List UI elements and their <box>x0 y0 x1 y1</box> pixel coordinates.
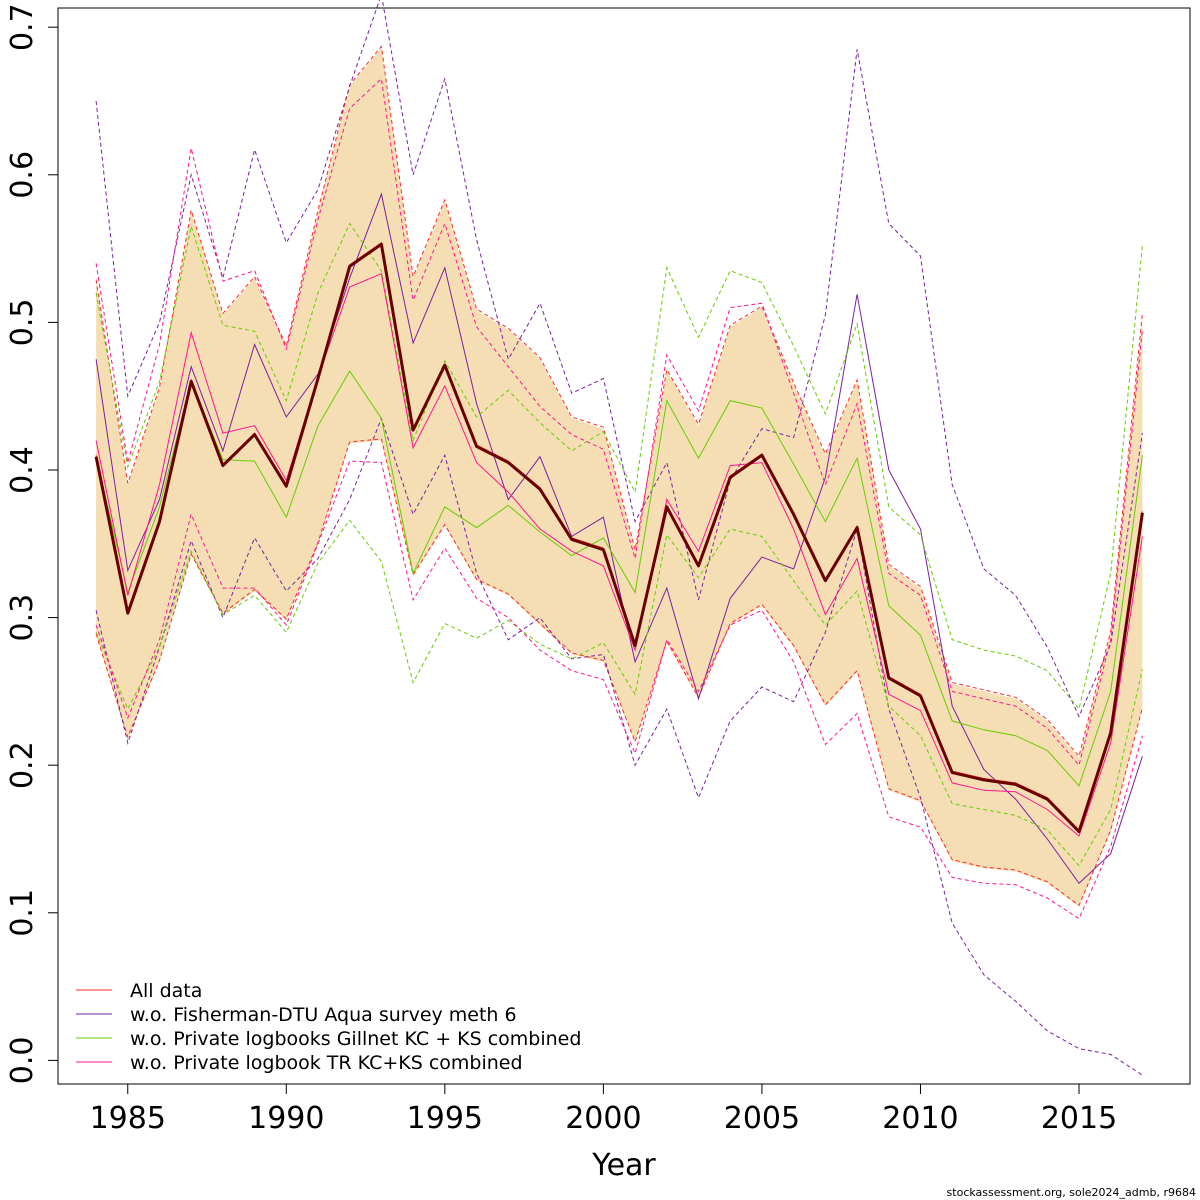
y-tick-label: 0.0 <box>5 1037 40 1085</box>
confidence-band <box>96 47 1143 907</box>
y-tick-label: 0.1 <box>5 889 40 937</box>
main-estimate-line <box>94 242 1144 834</box>
series-4 <box>95 77 1143 920</box>
y-tick-label: 0.6 <box>5 151 40 199</box>
legend-label: w.o. Fisherman-DTU Aqua survey meth 6 <box>130 1004 517 1026</box>
y-tick-label: 0.2 <box>5 741 40 789</box>
footnote: stockassessment.org, sole2024_admb, r968… <box>947 1186 1196 1199</box>
y-tick-label: 0.3 <box>5 594 40 642</box>
series-layer <box>94 0 1144 1076</box>
series-3-upper-line <box>95 222 1143 711</box>
x-tick-label: 2005 <box>724 1101 800 1136</box>
x-tick-label: 2010 <box>882 1101 958 1136</box>
series-3 <box>95 222 1143 867</box>
series-1-upper-line <box>95 45 1143 758</box>
legend-item: w.o. Fisherman-DTU Aqua survey meth 6 <box>76 1004 517 1026</box>
series-2-lower-line <box>95 416 1143 1076</box>
legend-item: All data <box>76 980 202 1002</box>
x-tick-label: 1985 <box>90 1101 166 1136</box>
x-axis-title: Year <box>591 1148 656 1183</box>
plot-frame <box>57 7 1191 1085</box>
series-4-line <box>95 272 1143 837</box>
series-2 <box>95 0 1143 1076</box>
x-tick-label: 2000 <box>565 1101 641 1136</box>
y-axis: 0.0 0.1 0.2 0.3 0.4 0.5 0.6 0.7 <box>5 3 58 1084</box>
x-tick-label: 1995 <box>407 1101 483 1136</box>
series-4-lower-line <box>95 460 1143 920</box>
y-tick-label: 0.7 <box>5 3 40 51</box>
series-3-line <box>95 370 1143 787</box>
legend-label: w.o. Private logbooks Gillnet KC + KS co… <box>130 1028 581 1050</box>
x-tick-label: 1990 <box>248 1101 324 1136</box>
legend-label: All data <box>130 980 202 1002</box>
x-tick-label: 2015 <box>1041 1101 1117 1136</box>
legend-label: w.o. Private logbook TR KC+KS combined <box>130 1052 523 1074</box>
series-4-upper-line <box>95 77 1143 767</box>
confidence-band-layer <box>96 47 1143 907</box>
y-tick-label: 0.5 <box>5 299 40 347</box>
series-1-lower-line <box>95 438 1143 907</box>
x-axis: 1985 1990 1995 2000 2005 2010 2015 <box>90 1084 1117 1136</box>
legend-item: w.o. Private logbook TR KC+KS combined <box>76 1052 523 1074</box>
series-2-line <box>95 192 1143 885</box>
series-3-lower-line <box>95 519 1143 867</box>
y-tick-label: 0.4 <box>5 446 40 494</box>
legend-item: w.o. Private logbooks Gillnet KC + KS co… <box>76 1028 581 1050</box>
